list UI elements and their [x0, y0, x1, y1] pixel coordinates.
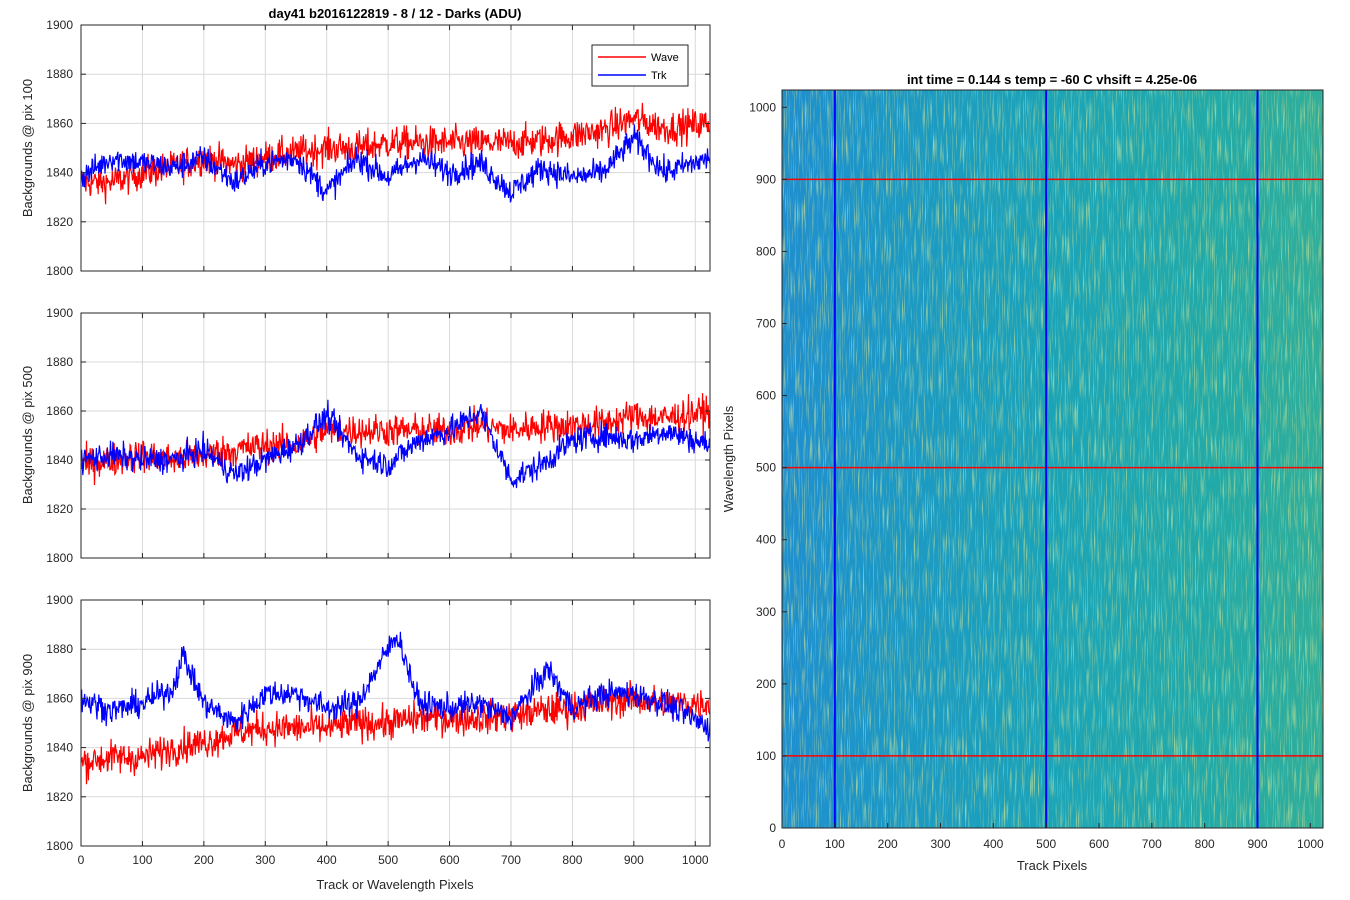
heatmap-y-tick-label: 500 [756, 461, 776, 475]
x-tick-label: 600 [440, 853, 460, 867]
x-tick-label: 700 [501, 853, 521, 867]
y-tick-label: 1840 [46, 741, 73, 755]
series-line-trk [81, 399, 710, 489]
heatmap-x-tick-label: 100 [825, 837, 845, 851]
x-tick-label: 200 [194, 853, 214, 867]
heatmap-ylabel: Wavelength Pixels [721, 405, 736, 512]
heatmap-y-tick-label: 600 [756, 389, 776, 403]
heatmap-y-tick-label: 400 [756, 533, 776, 547]
legend-trk-label: Trk [651, 70, 667, 82]
x-tick-label: 500 [378, 853, 398, 867]
y-tick-label: 1840 [46, 166, 73, 180]
y-tick-label: 1800 [46, 839, 73, 853]
axes-pix-100: 1800 1820 1840 1860 1880 1900 Backgrounds @ p… [20, 18, 711, 278]
y-tick-label: 1860 [46, 691, 73, 705]
heatmap-x-tick-label: 900 [1247, 837, 1267, 851]
y-tick-label: 1820 [46, 215, 73, 229]
x-tick-label: 0 [78, 853, 85, 867]
y-tick-label: 1800 [46, 551, 73, 565]
heatmap-x-tick-label: 800 [1195, 837, 1215, 851]
heatmap-xlabel: Track Pixels [1017, 858, 1088, 873]
y-tick-label: 1900 [46, 306, 73, 320]
heatmap-y-tick-label: 200 [756, 677, 776, 691]
heatmap-texture [782, 90, 1323, 828]
heatmap-x-tick-label: 0 [779, 837, 786, 851]
heatmap-y-tick-label: 800 [756, 244, 776, 258]
axes-pix-900: 0 100 200 300 400 500 600 700 800 900 1000 1800 1820… [20, 593, 711, 892]
heatmap-title: int time = 0.144 s temp = -60 C vhsift =… [907, 72, 1197, 87]
legend: Wave Trk [591, 44, 689, 87]
y-tick-label: 1860 [46, 116, 73, 130]
legend-wave-label: Wave [651, 52, 679, 64]
y-tick-label: 1880 [46, 642, 73, 656]
heatmap-x-tick-label: 200 [878, 837, 898, 851]
heatmap-y-tick-label: 1000 [749, 100, 776, 114]
heatmap-y-tick-label: 900 [756, 172, 776, 186]
series-line-trk [81, 631, 710, 742]
figure-title: day41 b2016122819 - 8 / 12 - Darks (ADU) [269, 6, 522, 21]
y-tick-label: 1880 [46, 67, 73, 81]
y-tick-label: 1820 [46, 502, 73, 516]
heatmap-x-tick-label: 700 [1142, 837, 1162, 851]
x-tick-label: 100 [132, 853, 152, 867]
ylabel-pix-900: Backgrounds @ pix 900 [20, 654, 35, 792]
x-tick-label: 1000 [682, 853, 709, 867]
heatmap-y-tick-label: 0 [769, 821, 776, 835]
heatmap-x-tick-label: 400 [983, 837, 1003, 851]
y-tick-label: 1800 [46, 264, 73, 278]
y-tick-label: 1840 [46, 453, 73, 467]
y-tick-label: 1860 [46, 404, 73, 418]
ylabel-pix-500: Backgrounds @ pix 500 [20, 366, 35, 504]
x-tick-label: 800 [562, 853, 582, 867]
heatmap-x-tick-label: 1000 [1297, 837, 1324, 851]
x-tick-label: 300 [255, 853, 275, 867]
xlabel-bottom: Track or Wavelength Pixels [316, 877, 474, 892]
series-line-trk [81, 124, 710, 203]
axes-pix-500: 1800 1820 1840 1860 1880 1900 Backgrounds @ p… [20, 306, 711, 565]
heatmap-y-tick-label: 700 [756, 317, 776, 331]
y-tick-label: 1900 [46, 593, 73, 607]
y-tick-label: 1900 [46, 18, 73, 32]
ylabel-pix-100: Backgrounds @ pix 100 [20, 79, 35, 217]
heatmap-axes: int time = 0.144 s temp = -60 C vhsift =… [721, 72, 1324, 873]
heatmap-x-tick-label: 300 [930, 837, 950, 851]
y-tick-label: 1880 [46, 355, 73, 369]
x-tick-label: 900 [624, 853, 644, 867]
heatmap-x-tick-label: 600 [1089, 837, 1109, 851]
heatmap-x-tick-label: 500 [1036, 837, 1056, 851]
heatmap-y-tick-label: 100 [756, 749, 776, 763]
heatmap-y-tick-label: 300 [756, 605, 776, 619]
series-line-wave [81, 102, 710, 205]
y-tick-label: 1820 [46, 790, 73, 804]
x-tick-label: 400 [317, 853, 337, 867]
